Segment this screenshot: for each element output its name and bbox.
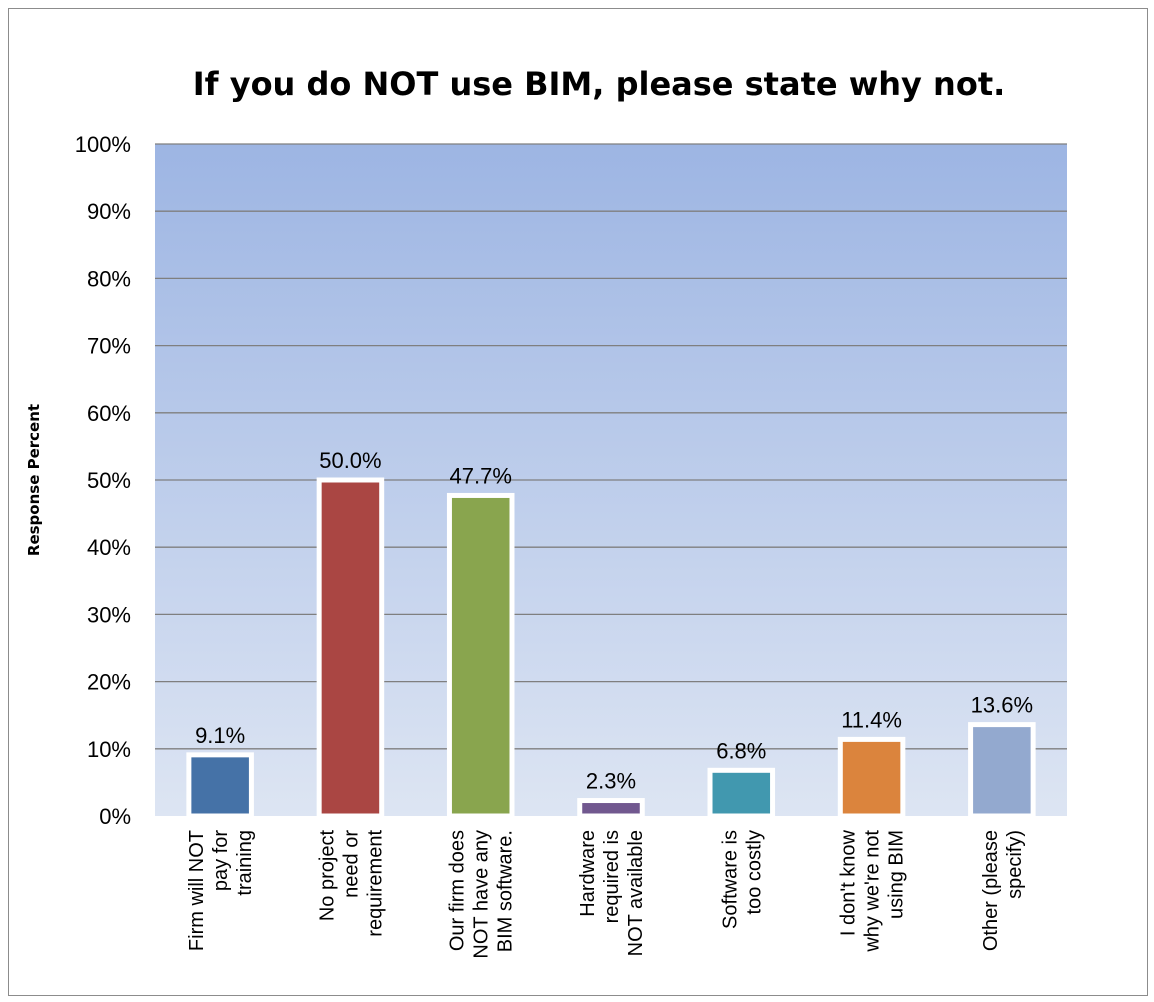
x-tick-label-line: BIM software. [495,830,517,952]
data-label: 13.6% [971,693,1033,718]
bar [968,722,1036,819]
x-tick-label: Software is too costly [719,830,765,929]
x-tick-label: Other (please specify) [980,830,1026,951]
bar [186,752,254,819]
x-tick-label-line: using BIM [886,830,908,919]
y-tick-label: 30% [87,602,131,627]
y-tick-label: 70% [87,334,131,359]
y-tick-label: 10% [87,737,131,762]
x-tick-label-line: need or [340,830,362,898]
x-tick-label-line: specify) [1004,830,1026,899]
x-tick-label-line: training [234,830,256,896]
y-tick-label: 50% [87,468,131,493]
chart-title: If you do NOT use BIM, please state why … [193,65,1006,103]
data-label: 11.4% [841,707,902,732]
x-tick-label-line: NOT available [625,830,647,956]
chart-frame: If you do NOT use BIM, please state why … [8,8,1148,996]
x-tick-label-line: No project [316,830,338,922]
y-tick-label: 80% [87,266,131,291]
bar [707,767,776,819]
data-label: 9.1% [195,723,245,748]
x-tick-label-line: too costly [743,830,765,914]
y-tick-label: 90% [87,199,131,224]
x-tick-label: Firm will NOT pay for training [186,830,256,951]
bar [577,798,645,819]
y-axis-label: Response Percent [25,404,43,556]
y-tick-label: 0% [99,804,131,829]
x-tick-label-line: required is [601,830,623,923]
bar [316,477,385,819]
x-tick-label-line: why we're not [862,830,884,953]
x-tick-label-line: NOT have any [471,830,493,959]
x-tick-label: No project need or requirement [316,830,386,937]
data-label: 2.3% [586,769,636,794]
y-tick-label: 20% [87,670,131,695]
x-tick-label-line: Firm will NOT [186,830,208,951]
data-label: 50.0% [319,448,381,473]
x-tick-label-line: requirement [364,830,386,937]
x-tick-label-line: Hardware [577,830,599,917]
bar [837,736,906,819]
x-tick-label-line: Software is [719,830,741,929]
bar [446,492,515,819]
x-tick-label: Our firm does NOT have any BIM software. [447,830,517,959]
x-tick-label-line: I don't know [838,829,860,936]
bar-chart: If you do NOT use BIM, please state why … [25,65,1067,959]
y-tick-label: 60% [87,401,131,426]
x-tick-label-line: pay for [210,830,232,891]
data-label: 6.8% [716,738,766,763]
x-tick-label-line: Our firm does [447,830,469,951]
x-tick-label: Hardware required is NOT available [577,830,647,956]
data-label: 47.7% [450,463,512,488]
x-tick-label-line: Other (please [980,830,1002,951]
y-tick-label: 100% [75,132,131,157]
x-tick-label: I don't know why we're not using BIM [838,829,908,952]
y-tick-label: 40% [87,535,131,560]
